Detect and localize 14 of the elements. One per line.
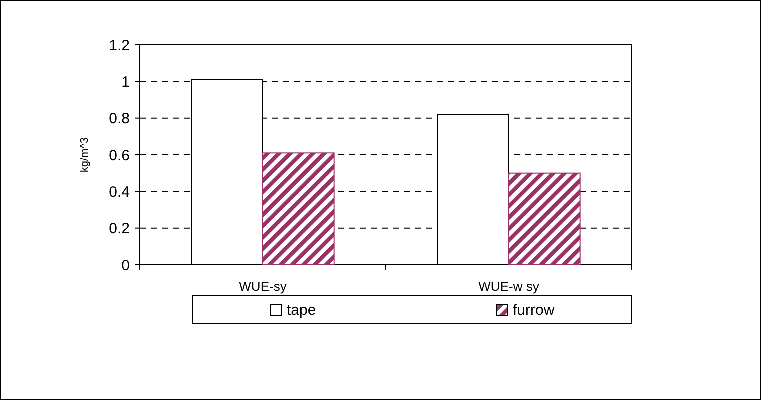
bar	[262, 152, 335, 266]
y-tick-label: 0	[122, 257, 130, 274]
y-tick-label: 0.4	[109, 184, 130, 201]
y-tick-label: 0.2	[109, 220, 130, 238]
x-tick-label: WUE-sy	[239, 279, 288, 294]
legend-label: tape	[287, 302, 316, 319]
y-tick-label: 1	[122, 74, 130, 91]
y-tick-label: 0.8	[109, 110, 130, 128]
y-tick-label: 0.6	[109, 147, 130, 164]
bar	[508, 172, 581, 266]
x-tick-label: WUE-w sy	[478, 279, 540, 294]
y-axis-title: kg/m^3	[79, 137, 91, 173]
legend-label: furrow	[513, 302, 555, 319]
y-tick-label: 1.2	[109, 37, 130, 54]
